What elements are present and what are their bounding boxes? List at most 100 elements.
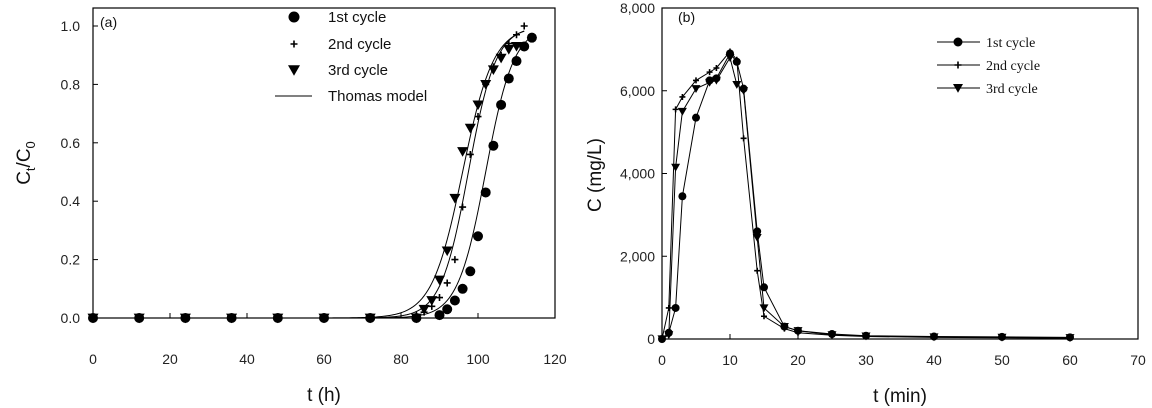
legend-marker-a [290,40,298,48]
data-point-a-series-1 [457,283,468,294]
data-point-b-series-1 [678,192,687,201]
data-point-a-series-3 [495,53,507,64]
x-tick-label-b: 0 [658,352,666,368]
legend-marker-b [954,61,962,69]
data-point-a-series-1 [496,99,507,110]
data-point-a-series-2 [513,31,520,39]
y-tick-label-a: 0.2 [61,252,81,268]
legend-label-b: 1st cycle [986,36,1035,51]
x-tick-label-b: 40 [926,352,942,368]
data-point-b-series-3 [752,234,762,242]
data-point-a-series-3 [441,246,453,257]
x-tick-label-b: 30 [858,352,874,368]
data-point-a-series-1 [519,41,530,52]
data-point-b-series-2 [761,313,767,320]
legend-a: 1st cycle 2nd cycle 3rd cycle Thomas model [275,9,427,105]
data-point-a-series-3 [511,42,522,52]
data-point-a-series-1 [473,231,483,242]
x-tick-label-a: 40 [239,351,255,367]
data-point-b-series-3 [671,163,681,172]
data-point-a-series-3 [487,65,499,76]
data-point-b-series-2 [754,267,761,274]
data-point-b-series-3 [732,80,742,89]
y-tick-label-b: 4,000 [620,166,655,182]
x-tick-label-b: 50 [994,352,1010,368]
data-point-a-series-1 [503,73,514,84]
x-tick-label-b: 10 [722,352,738,368]
data-point-b-series-3 [827,331,837,340]
x-tick-label-a: 120 [543,351,567,367]
y-axis-label-a: Ct/C0 [14,141,38,185]
y-tick-label-a: 0.6 [61,135,81,151]
data-point-b-series-1 [692,113,700,122]
data-point-a-series-2 [443,279,451,287]
data-point-b-series-3 [739,87,749,96]
data-point-a-series-3 [472,100,484,111]
panel-label-a: (a) [100,14,117,30]
data-point-a-series-1 [511,56,522,67]
thomas-model-curve-2 [93,30,525,319]
data-point-b-series-2 [679,93,686,100]
y-axis-label-b: C (mg/L) [585,138,606,212]
data-point-a-series-3 [418,304,430,315]
data-point-a-series-2 [520,22,528,30]
data-point-a-series-1 [465,266,476,277]
chart-panel-b: 1st cycle 2nd cycle 3rd cycle 0 10 20 30 40 50 6… [585,0,1146,407]
data-point-a-series-1 [488,140,499,151]
y-tick-label-a: 0.0 [61,310,81,326]
data-point-a-series-2 [436,294,443,302]
data-point-b-series-2 [706,69,713,76]
plot-frame-a [92,7,556,319]
legend-label-a: 2nd cycle [328,36,391,53]
data-point-a-series-3 [426,296,438,306]
data-point-a-series-1 [480,187,491,198]
data-point-a-series-1 [442,304,453,315]
data-point-b-series-3 [705,78,715,87]
legend-label-a: 3rd cycle [328,62,388,79]
legend-marker-a [288,65,300,76]
data-point-b-series-3 [725,54,735,62]
thomas-model-curve-1 [93,35,533,319]
data-point-a-series-3 [464,123,476,134]
data-point-a-series-2 [459,203,467,211]
legend-label-b: 2nd cycle [986,59,1040,74]
x-tick-label-b: 20 [790,352,806,368]
data-point-a-series-2 [451,256,459,264]
thomas-model-curve-3 [93,30,525,319]
y-tick-label-a: 0.4 [61,193,81,209]
data-point-b-series-1 [753,227,762,236]
data-point-b-series-2 [733,56,740,63]
data-point-b-series-3 [793,327,803,335]
legend-label-a: Thomas model [328,88,427,105]
y-tick-label-b: 0 [647,331,655,347]
x-tick-label-b: 60 [1062,352,1078,368]
data-point-b-series-2 [713,64,720,71]
data-point-a-series-3 [503,44,515,55]
data-point-b-series-1 [671,303,680,312]
data-point-b-series-3 [759,304,769,313]
data-point-a-series-2 [474,113,482,121]
y-tick-label-a: 1.0 [61,18,81,34]
legend-b: 1st cycle 2nd cycle 3rd cycle [937,36,1040,97]
panel-label-b: (b) [678,9,695,25]
legend-marker-a [288,11,300,23]
data-point-a-series-3 [480,80,492,90]
y-tick-label-b: 2,000 [620,248,655,264]
data-point-b-series-3 [711,76,721,85]
data-point-b-series-3 [677,107,687,116]
data-point-a-series-3 [457,147,469,157]
data-point-b-series-3 [779,322,789,331]
data-point-b-series-3 [664,331,674,340]
data-point-b-series-2 [672,106,679,113]
data-point-b-series-2 [740,135,747,142]
data-point-a-series-1 [449,295,460,306]
legend-marker-b [953,37,963,47]
legend-label-b: 3rd cycle [986,82,1038,97]
series-line-b-3 [661,56,1071,340]
x-axis-label-b: t (min) [873,386,927,407]
y-tick-label-b: 6,000 [620,83,655,99]
x-tick-label-a: 20 [162,351,178,367]
x-axis-label-a: t (h) [307,385,341,406]
